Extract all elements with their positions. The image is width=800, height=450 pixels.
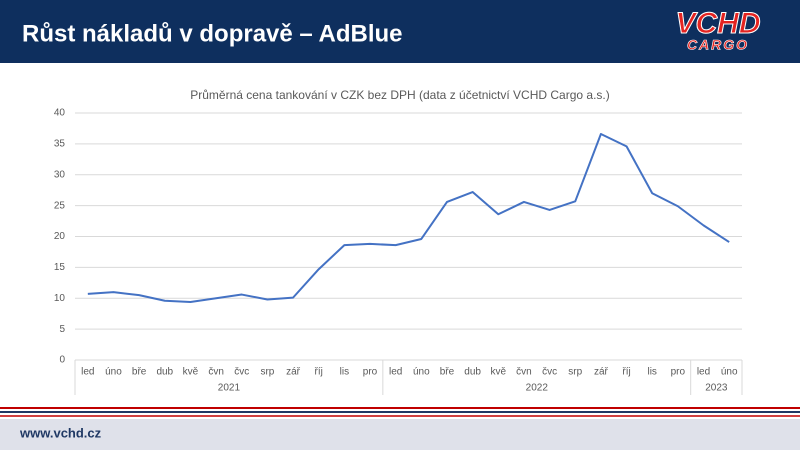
x-group-label: 2022 xyxy=(526,383,549,394)
x-tick-label: pro xyxy=(363,367,378,378)
x-tick-label: úno xyxy=(105,367,122,378)
y-tick-label: 25 xyxy=(54,200,66,211)
x-tick-label: lis xyxy=(647,367,656,378)
x-tick-label: říj xyxy=(315,367,323,378)
data-line xyxy=(87,132,730,303)
x-tick-label: led xyxy=(697,367,710,378)
x-tick-label: kvě xyxy=(183,367,199,378)
x-tick-label: čvn xyxy=(516,367,532,378)
y-tick-label: 15 xyxy=(54,262,66,273)
x-tick-label: bře xyxy=(440,367,455,378)
x-group-label: 2021 xyxy=(218,383,241,394)
x-tick-label: úno xyxy=(413,367,430,378)
x-tick-label: lis xyxy=(340,367,349,378)
x-tick-label: dub xyxy=(464,367,481,378)
y-tick-label: 10 xyxy=(54,293,66,304)
header-band xyxy=(0,0,800,63)
x-tick-label: srp xyxy=(260,367,274,378)
x-tick-label: led xyxy=(389,367,402,378)
x-tick-label: zář xyxy=(594,367,609,378)
x-tick-label: zář xyxy=(286,367,301,378)
x-tick-label: říj xyxy=(622,367,630,378)
x-tick-label: kvě xyxy=(491,367,507,378)
y-tick-label: 30 xyxy=(54,169,66,180)
y-tick-label: 5 xyxy=(59,324,65,335)
y-tick-label: 0 xyxy=(59,355,65,366)
x-group-label: 2023 xyxy=(705,383,728,394)
y-tick-label: 35 xyxy=(54,139,66,150)
x-tick-label: led xyxy=(81,367,94,378)
x-tick-label: čvc xyxy=(234,367,249,378)
x-tick-label: srp xyxy=(568,367,582,378)
slide-title: Růst nákladů v dopravě – AdBlue xyxy=(22,20,403,47)
logo-bottom: CARGO xyxy=(687,37,749,53)
x-tick-label: čvc xyxy=(542,367,557,378)
x-tick-label: úno xyxy=(721,367,738,378)
x-tick-label: dub xyxy=(156,367,173,378)
footer-url: www.vchd.cz xyxy=(19,425,102,440)
chart-title: Průměrná cena tankování v CZK bez DPH (d… xyxy=(190,88,610,102)
y-tick-label: 20 xyxy=(54,231,66,242)
x-tick-label: pro xyxy=(671,367,686,378)
x-tick-label: bře xyxy=(132,367,147,378)
footer-band xyxy=(0,419,800,450)
y-tick-label: 40 xyxy=(54,108,66,119)
logo-top: VCHD xyxy=(675,7,760,40)
x-tick-label: čvn xyxy=(208,367,224,378)
